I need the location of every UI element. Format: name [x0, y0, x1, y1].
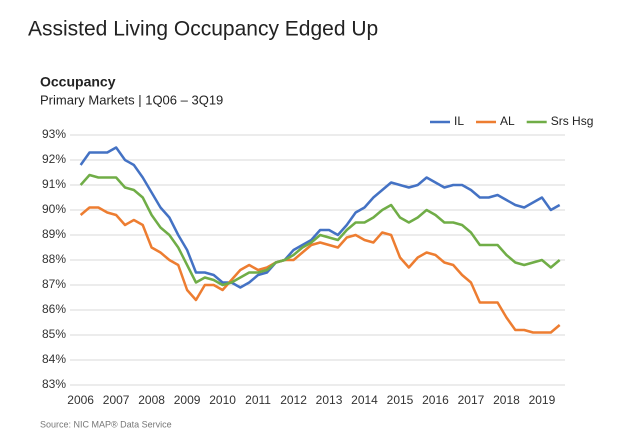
y-tick-label: 90%: [42, 202, 66, 216]
y-tick-label: 88%: [42, 252, 66, 266]
x-tick-label: 2018: [493, 393, 520, 407]
x-tick-label: 2017: [458, 393, 485, 407]
y-tick-label: 87%: [42, 277, 66, 291]
series-line: [79, 173, 561, 287]
y-tick-label: 84%: [42, 352, 66, 366]
legend-label: AL: [500, 114, 515, 128]
y-tick-label: 91%: [42, 177, 66, 191]
y-tick-label: 93%: [42, 127, 66, 141]
chart-title: Occupancy: [40, 74, 116, 90]
x-tick-label: 2010: [209, 393, 236, 407]
x-tick-label: 2015: [387, 393, 414, 407]
legend-label: IL: [454, 114, 464, 128]
y-tick-label: 89%: [42, 227, 66, 241]
x-tick-label: 2011: [245, 393, 271, 407]
page-title: Assisted Living Occupancy Edged Up: [28, 18, 378, 41]
series-line: [79, 146, 561, 289]
x-tick-label: 2006: [67, 393, 94, 407]
y-tick-label: 92%: [42, 152, 66, 166]
x-tick-label: 2016: [422, 393, 449, 407]
chart-subtitle: Primary Markets | 1Q06 – 3Q19: [40, 92, 223, 107]
source: Source: NIC MAP® Data Service: [40, 419, 172, 429]
x-tick-label: 2009: [174, 393, 201, 407]
x-tick-label: 2019: [529, 393, 556, 407]
x-tick-label: 2014: [351, 393, 378, 407]
y-tick-label: 86%: [42, 302, 66, 316]
legend-label: Srs Hsg: [551, 114, 594, 128]
x-tick-label: 2007: [103, 393, 130, 407]
y-tick-label: 83%: [42, 377, 66, 391]
x-tick-label: 2008: [138, 393, 165, 407]
y-tick-label: 85%: [42, 327, 66, 341]
series-line: [79, 206, 561, 334]
x-tick-label: 2012: [280, 393, 307, 407]
x-tick-label: 2013: [316, 393, 343, 407]
